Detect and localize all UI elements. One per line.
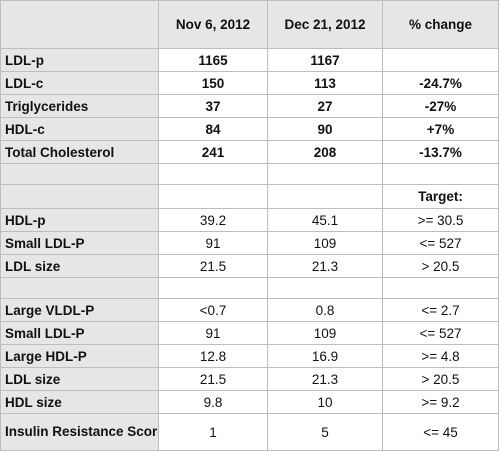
dec-value: 1167 xyxy=(267,48,383,72)
table-row: HDL-p 39.2 45.1 >= 30.5 xyxy=(0,208,499,232)
dec-value: 90 xyxy=(267,117,383,141)
target-label: Target: xyxy=(382,184,499,209)
table-row: Large VLDL-P <0.7 0.8 <= 2.7 xyxy=(0,298,499,322)
table-row: LDL size 21.5 21.3 > 20.5 xyxy=(0,367,499,391)
table-row: LDL size 21.5 21.3 > 20.5 xyxy=(0,254,499,278)
header-change: % change xyxy=(382,0,499,49)
nov-value: 241 xyxy=(158,140,268,164)
header-dec: Dec 21, 2012 xyxy=(267,0,383,49)
nov-value: 12.8 xyxy=(158,344,268,368)
nov-value: 84 xyxy=(158,117,268,141)
dec-value: 45.1 xyxy=(267,208,383,232)
target-value: >= 4.8 xyxy=(382,344,499,368)
empty-cell xyxy=(382,277,499,299)
dec-value: 113 xyxy=(267,71,383,95)
dec-value: 5 xyxy=(267,413,383,451)
target-value: > 20.5 xyxy=(382,254,499,278)
spacer-row xyxy=(0,277,499,299)
dec-value: 0.8 xyxy=(267,298,383,322)
empty-cell xyxy=(267,277,383,299)
spacer-row xyxy=(0,163,499,185)
nov-value: 37 xyxy=(158,94,268,118)
nov-value: 1165 xyxy=(158,48,268,72)
table-row: Large HDL-P 12.8 16.9 >= 4.8 xyxy=(0,344,499,368)
table-row: Insulin Resistance Score 1 5 <= 45 xyxy=(0,413,499,451)
dec-value: 21.3 xyxy=(267,367,383,391)
row-label: LDL size xyxy=(0,367,159,391)
row-label: HDL-p xyxy=(0,208,159,232)
header-corner xyxy=(0,0,159,49)
target-value: > 20.5 xyxy=(382,367,499,391)
table-row: Small LDL-P 91 109 <= 527 xyxy=(0,321,499,345)
row-label: Insulin Resistance Score xyxy=(0,413,159,451)
dec-value: 27 xyxy=(267,94,383,118)
header-nov: Nov 6, 2012 xyxy=(158,0,268,49)
change-value: -24.7% xyxy=(382,71,499,95)
row-label: LDL-c xyxy=(0,71,159,95)
dec-value: 208 xyxy=(267,140,383,164)
dec-value: 10 xyxy=(267,390,383,414)
dec-value: 109 xyxy=(267,231,383,255)
change-value: -13.7% xyxy=(382,140,499,164)
nov-value: 1 xyxy=(158,413,268,451)
table-row: Small LDL-P 91 109 <= 527 xyxy=(0,231,499,255)
row-label: Small LDL-P xyxy=(0,231,159,255)
empty-cell xyxy=(382,163,499,185)
dec-value: 109 xyxy=(267,321,383,345)
table-row: Total Cholesterol 241 208 -13.7% xyxy=(0,140,499,164)
change-value xyxy=(382,48,499,72)
target-value: <= 527 xyxy=(382,231,499,255)
table-row: HDL size 9.8 10 >= 9.2 xyxy=(0,390,499,414)
target-header-row: Target: xyxy=(0,184,499,209)
empty-cell xyxy=(158,163,268,185)
change-value: -27% xyxy=(382,94,499,118)
empty-cell xyxy=(267,163,383,185)
nov-value: 21.5 xyxy=(158,254,268,278)
change-value: +7% xyxy=(382,117,499,141)
table-row: LDL-p 1165 1167 xyxy=(0,48,499,72)
row-label: Triglycerides xyxy=(0,94,159,118)
nov-value: 39.2 xyxy=(158,208,268,232)
nov-value: <0.7 xyxy=(158,298,268,322)
target-value: <= 527 xyxy=(382,321,499,345)
row-label: HDL size xyxy=(0,390,159,414)
empty-cell xyxy=(0,163,159,185)
empty-cell xyxy=(158,277,268,299)
row-label: LDL-p xyxy=(0,48,159,72)
target-value: <= 2.7 xyxy=(382,298,499,322)
row-label: HDL-c xyxy=(0,117,159,141)
row-label: Small LDL-P xyxy=(0,321,159,345)
empty-cell xyxy=(267,184,383,209)
nov-value: 150 xyxy=(158,71,268,95)
nov-value: 9.8 xyxy=(158,390,268,414)
header-row: Nov 6, 2012 Dec 21, 2012 % change xyxy=(0,0,499,49)
nov-value: 91 xyxy=(158,321,268,345)
row-label: Large VLDL-P xyxy=(0,298,159,322)
table-row: LDL-c 150 113 -24.7% xyxy=(0,71,499,95)
empty-cell xyxy=(0,184,159,209)
target-value: <= 45 xyxy=(382,413,499,451)
target-value: >= 9.2 xyxy=(382,390,499,414)
table-row: HDL-c 84 90 +7% xyxy=(0,117,499,141)
row-label: Total Cholesterol xyxy=(0,140,159,164)
dec-value: 21.3 xyxy=(267,254,383,278)
row-label: Large HDL-P xyxy=(0,344,159,368)
nov-value: 21.5 xyxy=(158,367,268,391)
table-row: Triglycerides 37 27 -27% xyxy=(0,94,499,118)
empty-cell xyxy=(158,184,268,209)
empty-cell xyxy=(0,277,159,299)
dec-value: 16.9 xyxy=(267,344,383,368)
nov-value: 91 xyxy=(158,231,268,255)
target-value: >= 30.5 xyxy=(382,208,499,232)
row-label: LDL size xyxy=(0,254,159,278)
